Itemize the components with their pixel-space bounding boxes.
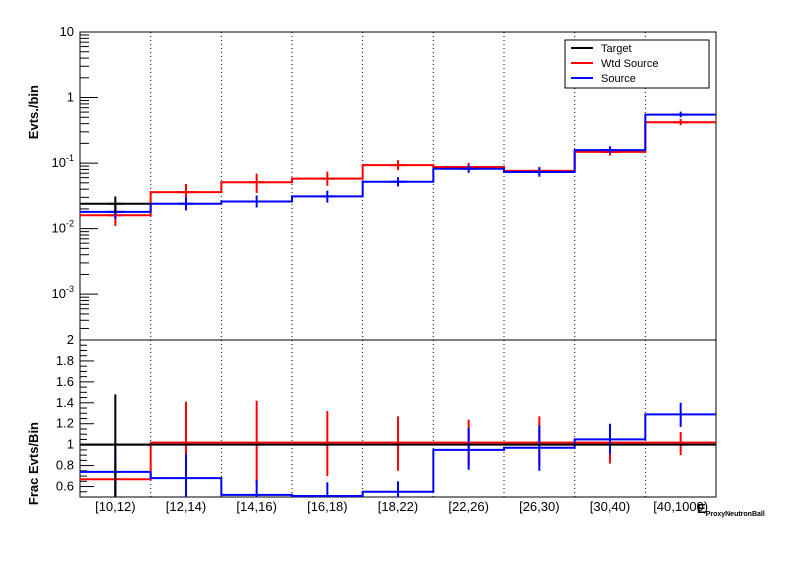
x-axis-title: EProxyNeutronBall [697, 501, 765, 518]
x-tick-label: [12,14) [166, 499, 206, 514]
y-tick-label: 1.8 [56, 353, 74, 368]
legend-label: Target [601, 43, 632, 55]
y-tick-label: 1 [67, 437, 74, 452]
y-tick-label: 1 [67, 90, 74, 105]
top-panel: 10-3 10-2 10-1 1 10 Evts./bin [26, 24, 717, 341]
x-tick-label: [10,12) [95, 499, 135, 514]
x-tick-label: [22,26) [448, 499, 488, 514]
y-axis-title: Frac Evts/Bin [26, 422, 41, 505]
bottom-panel: 0.6 0.8 1 1.2 1.4 1.6 1.8 2 Frac Evts/Bin [10,12)… [26, 332, 765, 518]
y-tick-label: 1.2 [56, 416, 74, 431]
wtd-source-ratio-histogram [80, 441, 716, 481]
y-tick-label: 0.8 [56, 458, 74, 473]
y-tick-label: 10-3 [52, 284, 74, 301]
y-tick-label: 1.6 [56, 374, 74, 389]
y-axis-title: Evts./bin [26, 85, 41, 139]
x-tick-label: [40,1000) [653, 499, 708, 514]
y-tick-label: 2 [67, 332, 74, 347]
x-tick-label: [14,16) [236, 499, 276, 514]
x-tick-label: [16,18) [307, 499, 347, 514]
x-tick-label: [26,30) [519, 499, 559, 514]
y-tick-label: 1.4 [56, 395, 74, 410]
y-tick-label: 10-1 [52, 153, 74, 170]
legend-label: Source [601, 73, 636, 85]
y-tick-label: 10 [60, 24, 74, 39]
legend: Target Wtd Source Source [564, 39, 710, 89]
x-tick-label: [30,40) [590, 499, 630, 514]
y-tick-label: 10-2 [52, 219, 74, 236]
x-tick-label: [18,22) [378, 499, 418, 514]
legend-label: Wtd Source [601, 58, 658, 70]
y-tick-label: 0.6 [56, 479, 74, 494]
